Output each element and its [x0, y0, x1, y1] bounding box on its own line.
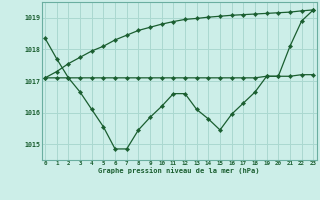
X-axis label: Graphe pression niveau de la mer (hPa): Graphe pression niveau de la mer (hPa): [99, 168, 260, 174]
